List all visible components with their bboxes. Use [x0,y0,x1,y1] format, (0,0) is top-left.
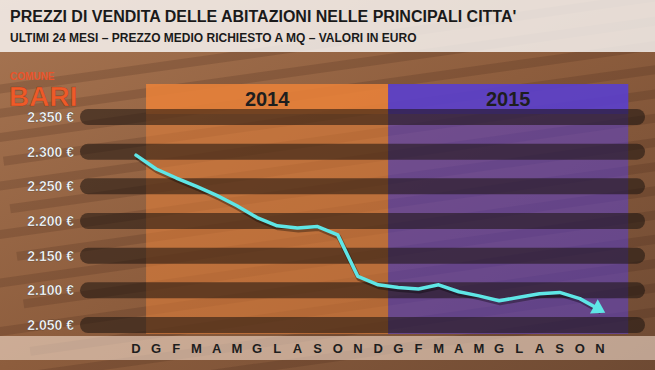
x-tick-label: S [555,341,564,356]
texture [3,59,655,165]
texture [0,135,655,241]
y-tick-label: 2.050 € [27,317,74,333]
x-tick-label: N [595,341,604,356]
x-tick-label: D [373,341,382,356]
x-tick-label: A [212,341,222,356]
title-band [0,0,655,52]
x-tick-label: M [191,341,202,356]
x-tick-label: A [454,341,464,356]
y-tick-label: 2.150 € [27,248,74,264]
grid-stripe [80,248,645,264]
x-tick-label: M [474,341,485,356]
x-tick-label: A [535,341,545,356]
line-shadow [137,157,601,312]
x-tick-label: A [293,341,303,356]
x-tick-label: N [353,341,362,356]
place: BARI [9,81,77,112]
x-tick-label: M [433,341,444,356]
x-tick-label: D [131,341,140,356]
grid-stripe [80,109,645,125]
x-tick-label: L [273,341,281,356]
grid-stripe [80,178,645,194]
month-band [0,336,655,360]
x-tick-label: G [494,341,504,356]
period-label: 2015 [486,88,531,110]
x-tick-label: F [414,341,422,356]
y-tick-label: 2.100 € [27,282,74,298]
y-tick-label: 2.250 € [27,178,74,194]
title: PREZZI DI VENDITA DELLE ABITAZIONI NELLE… [10,8,516,25]
grid-stripe [80,144,645,160]
plot-group [136,155,605,313]
x-tick-label: O [333,341,343,356]
arrowhead [590,299,605,313]
grid-stripe [80,317,645,333]
x-tick-label: M [231,341,242,356]
grid-stripe [80,213,645,229]
x-tick-label: G [252,341,262,356]
subtitle: ULTIMI 24 MESI – PREZZO MEDIO RICHIESTO … [10,31,416,45]
y-tick-label: 2.300 € [27,144,74,160]
x-tick-label: L [515,341,523,356]
period-label: 2014 [245,88,290,110]
chart: 2014 2015 2.050 € 2.100 € 2.150 € 2.200 € 2.25… [0,0,655,370]
x-tick-label: O [575,341,585,356]
y-tick-label: 2.200 € [27,213,74,229]
x-tick-label: S [313,341,322,356]
line [136,155,600,310]
x-tick-label: G [151,341,161,356]
x-tick-label: F [172,341,180,356]
x-tick-label: G [393,341,403,356]
